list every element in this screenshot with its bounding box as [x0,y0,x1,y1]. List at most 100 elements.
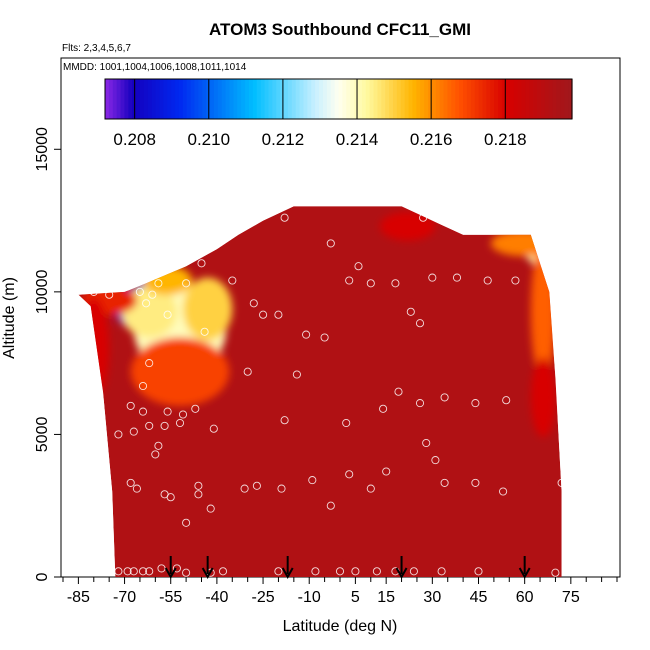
colorbar-tick-label: 0.212 [262,130,305,149]
colorbar-cell [272,79,277,119]
observation-point [129,567,138,576]
colorbar-cell [287,79,293,119]
colorbar-cell [136,79,141,119]
observation-point [129,427,138,436]
observation-point [206,504,215,513]
observation-point [342,418,351,428]
colorbar-cell [466,79,472,119]
observation-point [274,310,283,319]
observation-point [175,418,185,428]
colorbar-cell [498,79,503,119]
colorbar-cell [470,79,476,119]
colorbar-cell [404,79,410,119]
colorbar-cell [431,79,437,119]
colorbar-cell [381,79,386,119]
colorbar-cell [412,79,417,119]
colorbar-cell [178,79,184,119]
observation-point [415,319,425,328]
observation-point [354,262,363,271]
anomaly-13 [78,297,110,401]
colorbar-cell [124,79,129,119]
x-tick-label: -55 [159,589,182,606]
colorbar-cell [202,79,207,119]
flights-subtitle: Flts: 2,3,4,5,6,7 [62,43,131,54]
colorbar-cell [408,79,414,119]
colorbar-cell [490,79,495,119]
y-axis: 0 5000 10000 15000 [34,127,61,581]
observation-point [259,310,268,319]
x-tick-label: -40 [205,589,228,606]
observation-point [172,564,181,573]
colorbar: 0.208 0.210 0.212 0.214 0.216 0.218 [104,78,573,149]
colorbar-cell [229,79,235,119]
observation-point [409,567,418,576]
colorbar-cell [451,79,456,119]
observation-point [151,262,160,271]
observation-point [308,476,317,485]
colorbar-cell [159,79,164,119]
observation-point [311,567,320,576]
observation-point [280,213,289,222]
colorbar-cell [373,79,379,119]
colorbar-cell [350,79,355,119]
observation-point [277,484,286,493]
observation-point [154,279,163,288]
colorbar-cell [295,79,301,119]
observation-point [415,399,425,408]
observation-point [163,310,172,319]
colorbar-cell [221,79,227,119]
observation-point [345,276,354,285]
observation-point [163,407,172,416]
colorbar-cell [194,79,199,119]
colorbar-cell [233,79,238,119]
x-tick-label: -25 [251,589,274,606]
observation-point [557,478,566,487]
colorbar-cell [494,79,499,119]
colorbar-cell [385,79,390,119]
x-tick-label: -85 [67,589,90,606]
observation-point [382,467,391,476]
colorbar-cell [389,79,394,119]
observation-point [394,387,403,396]
observation-point [160,421,169,430]
observation-point [249,299,258,308]
colorbar-cell [217,79,223,119]
observation-point [135,287,144,296]
observation-point [197,259,206,268]
x-tick-label: 75 [562,589,580,606]
observation-point [483,276,492,285]
observation-point [511,276,520,285]
observation-point [123,567,132,576]
observation-point [138,381,148,391]
x-axis-label: Latitude (deg N) [283,618,398,635]
observation-point [551,568,560,577]
observation-point [182,279,191,288]
observation-point [218,567,228,576]
observation-point [243,367,252,376]
colorbar-cell [361,79,367,119]
colorbar-cell [416,79,421,119]
colorbar-cell [256,79,262,119]
observation-point [419,213,428,222]
colorbar-cell [544,79,550,119]
colorbar-cell [346,79,351,119]
colorbar-cell [198,79,203,119]
colorbar-cell [155,79,161,119]
colorbar-cell [521,79,526,119]
observation-point [182,568,191,577]
flight-arrow-2 [281,556,294,580]
observation-point [114,430,123,439]
colorbar-cell [568,79,573,119]
observation-point [326,501,335,510]
colorbar-cell [536,79,542,119]
colorbar-cell [311,79,316,119]
colorbar-cell [505,79,511,119]
observation-point [345,470,354,479]
colorbar-cell [529,79,534,119]
colorbar-cell [435,79,441,119]
colorbar-cell [190,79,196,119]
colorbar-cell [186,79,192,119]
observation-point [391,279,400,288]
observation-point [431,456,440,465]
